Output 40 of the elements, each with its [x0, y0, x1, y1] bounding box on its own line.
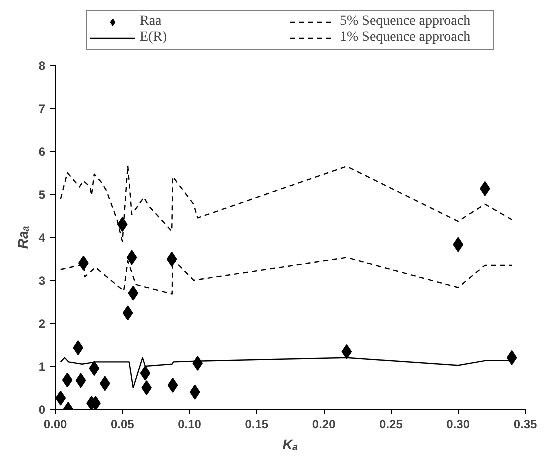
point [56, 390, 66, 406]
legend-label: 5% Sequence approach [340, 14, 472, 30]
y-tick-label: 0 [38, 403, 46, 417]
point [192, 356, 204, 371]
point [166, 252, 178, 267]
x-tick-label: 0.20 [312, 418, 336, 432]
point [89, 361, 100, 376]
x-tick-label: 0.10 [178, 418, 202, 432]
point [506, 350, 518, 366]
y-tick-label: 5 [38, 188, 46, 202]
y-tick-label: 1 [38, 360, 46, 374]
point [122, 306, 134, 321]
y-tick-label: 3 [38, 274, 46, 288]
y-axis-title: Raₐ [14, 226, 31, 250]
x-tick-label: 0.35 [514, 418, 538, 432]
legend-label: 1% Sequence approach [340, 30, 472, 46]
x-tick-label: 0.05 [110, 418, 135, 432]
point [140, 366, 151, 381]
y-tick-label: 6 [38, 145, 46, 159]
point [453, 237, 464, 252]
point [128, 286, 139, 301]
y-tick-label: 8 [38, 59, 46, 73]
point [126, 250, 138, 266]
y-tick-label: 2 [38, 317, 46, 331]
line-series [60, 165, 513, 242]
x-tick-label: 0.00 [44, 418, 68, 432]
x-tick-label: 0.30 [446, 418, 470, 432]
point [168, 378, 178, 393]
y-tick-label: 7 [38, 102, 46, 116]
x-tick-label: 0.25 [380, 418, 404, 432]
legend-label: E(R) [140, 30, 168, 46]
point [342, 344, 352, 360]
y-tick-label: 4 [38, 231, 46, 245]
point [76, 373, 86, 388]
x-tick-label: 0.15 [245, 418, 269, 432]
point [190, 384, 200, 400]
x-axis-title: Kₐ [282, 436, 298, 452]
legend-label: Raa [140, 14, 163, 30]
point [142, 380, 152, 396]
point [62, 372, 73, 388]
